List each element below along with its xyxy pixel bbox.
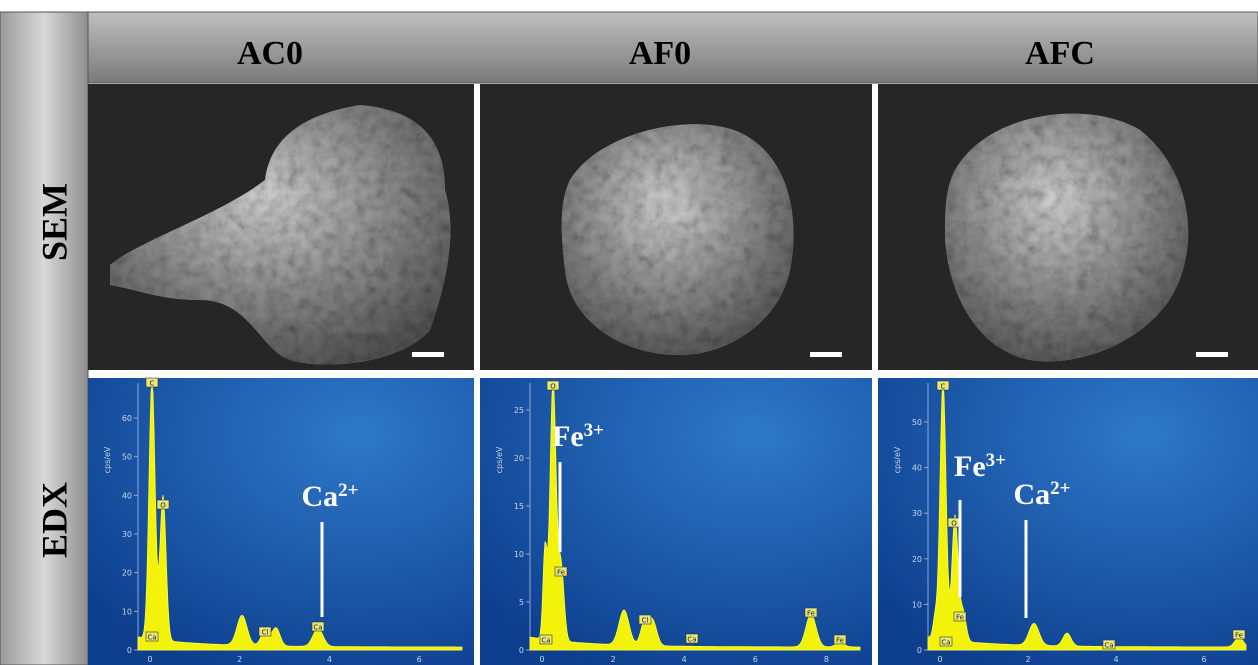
peak-label: O [951, 520, 957, 528]
y-tick-label: 30 [912, 509, 922, 518]
peak-label: Fe [956, 614, 964, 622]
scale-bar [1196, 352, 1228, 357]
peak-label: Fe [836, 637, 844, 645]
row-label: EDX [34, 482, 74, 558]
peak-label: Ca [541, 637, 550, 645]
y-tick-label: 0 [519, 646, 524, 655]
x-tick-label: 4 [682, 655, 687, 664]
scale-bar [412, 352, 444, 357]
peak-label: Ca [941, 639, 950, 647]
x-tick-label: 2 [237, 655, 242, 664]
x-tick-label: 0 [147, 655, 152, 664]
x-tick-label: 4 [327, 655, 332, 664]
column-title: AC0 [237, 35, 303, 72]
ion-symbol: Ca [1014, 478, 1051, 511]
ion-charge: 3+ [986, 450, 1006, 471]
y-tick-label: 0 [127, 646, 132, 655]
y-tick-label: 15 [514, 502, 524, 511]
peak-label: C [150, 380, 155, 388]
peak-label: Ca [147, 634, 156, 642]
ion-symbol: Fe [954, 450, 986, 483]
peak-label: Fe [807, 610, 815, 618]
y-tick-label: 50 [912, 418, 922, 427]
peak-label: O [160, 502, 166, 510]
peak-label: Fe [557, 569, 565, 577]
peak-label: Ca [313, 624, 322, 632]
peak-label: O [550, 383, 556, 391]
y-axis-label: cps/eV [893, 446, 902, 473]
ion-symbol: Ca [302, 480, 339, 513]
y-tick-label: 20 [514, 454, 524, 463]
row-label: SEM [34, 183, 74, 261]
x-tick-label: 2 [611, 655, 616, 664]
y-tick-label: 50 [122, 453, 132, 462]
side-band [0, 12, 88, 665]
y-tick-label: 0 [917, 646, 922, 655]
y-tick-label: 5 [519, 598, 524, 607]
peak-label: Cl [262, 629, 269, 637]
x-tick-label: 2 [1025, 655, 1030, 664]
y-tick-label: 40 [912, 464, 922, 473]
x-tick-label: 6 [753, 655, 758, 664]
figure: SEM EDX AC00102030405060cps/eV0246COCaCl… [0, 0, 1258, 665]
y-tick-label: 10 [122, 607, 132, 616]
y-tick-label: 30 [122, 530, 132, 539]
x-tick-label: 6 [417, 655, 422, 664]
x-tick-label: 6 [1201, 655, 1206, 664]
y-tick-label: 10 [912, 600, 922, 609]
y-tick-label: 20 [122, 569, 132, 578]
ion-symbol: Fe [552, 420, 584, 453]
ion-charge: 3+ [584, 420, 604, 441]
peak-label: Ca [687, 636, 696, 644]
sem-particle [562, 124, 794, 355]
y-axis-label: cps/eV [103, 446, 112, 473]
y-axis-label: cps/eV [495, 446, 504, 473]
x-tick-label: 0 [539, 655, 544, 664]
page: body { margin: 0; background: #fff; font… [0, 0, 1258, 665]
peak-label: Ca [1104, 642, 1113, 650]
scale-bar [810, 352, 842, 357]
peak-label: C [941, 383, 946, 391]
x-tick-label: 4 [1113, 655, 1118, 664]
body: SEM EDX AC00102030405060cps/eV0246COCaCl… [0, 0, 1258, 665]
ion-charge: 2+ [338, 480, 358, 501]
peak-label: Cl [642, 617, 649, 625]
ion-charge: 2+ [1050, 478, 1070, 499]
y-tick-label: 40 [122, 491, 132, 500]
peak-label: Fe [1235, 632, 1243, 640]
column-title: AF0 [629, 35, 691, 72]
x-tick-label: 0 [937, 655, 942, 664]
x-tick-label: 8 [824, 655, 829, 664]
y-tick-label: 25 [514, 406, 524, 415]
y-tick-label: 20 [912, 555, 922, 564]
column-title: AFC [1025, 35, 1095, 72]
y-tick-label: 60 [122, 414, 132, 423]
y-tick-label: 10 [514, 550, 524, 559]
